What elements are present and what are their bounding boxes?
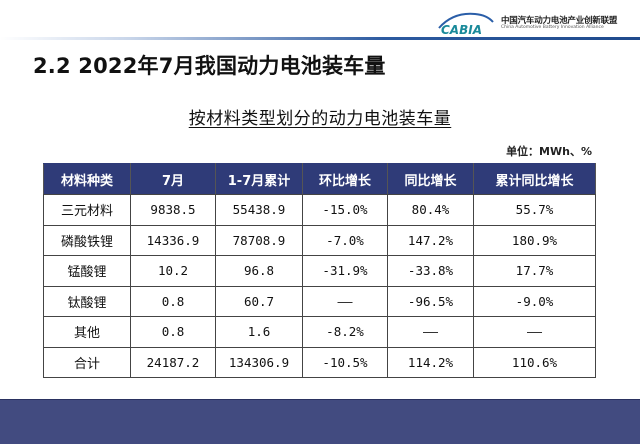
- yoy-cell: 147.2%: [387, 224, 474, 256]
- page-title: 2.2 2022年7月我国动力电池装车量: [33, 54, 386, 78]
- cumulative-cell: 60.7: [215, 285, 303, 317]
- mom-cell: -7.0%: [302, 224, 388, 256]
- yoy-cell: -96.5%: [387, 285, 474, 317]
- material-cell: 合计: [43, 346, 131, 378]
- table-row: 三元材料 9838.5 55438.9 -15.0% 80.4% 55.7%: [43, 194, 596, 226]
- table-row: 磷酸铁锂 14336.9 78708.9 -7.0% 147.2% 180.9%: [43, 224, 596, 256]
- material-cell: 磷酸铁锂: [43, 224, 131, 256]
- column-header-yoy-growth: 同比增长: [387, 163, 474, 195]
- mom-cell: -31.9%: [302, 255, 388, 287]
- column-header-july: 7月: [130, 163, 216, 195]
- table-subtitle: 按材料类型划分的动力电池装车量: [0, 104, 640, 129]
- column-header-jan-jul-cumulative: 1-7月累计: [215, 163, 303, 195]
- column-header-cumulative-yoy-growth: 累计同比增长: [473, 163, 596, 195]
- material-cell: 钛酸锂: [43, 285, 131, 317]
- july-cell: 24187.2: [130, 346, 216, 378]
- cumulative-yoy-cell: 17.7%: [473, 255, 596, 287]
- table-subtitle-text: 按材料类型划分的动力电池装车量: [188, 109, 452, 129]
- header-rule: [0, 37, 640, 40]
- july-cell: 0.8: [130, 285, 216, 317]
- material-cell: 三元材料: [43, 194, 131, 226]
- cumulative-cell: 1.6: [215, 316, 303, 348]
- mom-cell: -15.0%: [302, 194, 388, 226]
- yoy-cell: -33.8%: [387, 255, 474, 287]
- cumulative-cell: 78708.9: [215, 224, 303, 256]
- unit-label: 单位：MWh、%: [506, 145, 592, 158]
- table-row: 锰酸锂 10.2 96.8 -31.9% -33.8% 17.7%: [43, 255, 596, 287]
- cumulative-cell: 134306.9: [215, 346, 303, 378]
- cumulative-cell: 55438.9: [215, 194, 303, 226]
- cumulative-yoy-cell: -9.0%: [473, 285, 596, 317]
- cumulative-yoy-cell: 55.7%: [473, 194, 596, 226]
- svg-text:CABIA: CABIA: [441, 23, 482, 36]
- july-cell: 0.8: [130, 316, 216, 348]
- mom-cell: -8.2%: [302, 316, 388, 348]
- cumulative-yoy-cell: 110.6%: [473, 346, 596, 378]
- yoy-cell: 80.4%: [387, 194, 474, 226]
- column-header-mom-growth: 环比增长: [302, 163, 388, 195]
- july-cell: 9838.5: [130, 194, 216, 226]
- july-cell: 14336.9: [130, 224, 216, 256]
- alliance-name-cn: 中国汽车动力电池产业创新联盟: [501, 16, 618, 26]
- table-row: 其他 0.8 1.6 -8.2% —— ——: [43, 316, 596, 348]
- mom-cell: ——: [302, 285, 388, 317]
- mom-cell: -10.5%: [302, 346, 388, 378]
- cumulative-yoy-cell: ——: [473, 316, 596, 348]
- table-row-total: 合计 24187.2 134306.9 -10.5% 114.2% 110.6%: [43, 346, 596, 378]
- yoy-cell: 114.2%: [387, 346, 474, 378]
- yoy-cell: ——: [387, 316, 474, 348]
- july-cell: 10.2: [130, 255, 216, 287]
- footer-bar: [0, 399, 640, 444]
- battery-installation-table: 材料种类 7月 1-7月累计 环比增长 同比增长 累计同比增长 三元材料 983…: [43, 163, 596, 378]
- column-header-material: 材料种类: [43, 163, 131, 195]
- table-row: 钛酸锂 0.8 60.7 —— -96.5% -9.0%: [43, 285, 596, 317]
- cabia-car-logo-icon: CABIA: [438, 12, 494, 36]
- cabia-logo: CABIA 中国汽车动力电池产业创新联盟 China Automotive Ba…: [435, 8, 635, 36]
- material-cell: 其他: [43, 316, 131, 348]
- material-cell: 锰酸锂: [43, 255, 131, 287]
- alliance-name-en: China Automotive Battery Innovation Alli…: [501, 25, 604, 30]
- table-header-row: 材料种类 7月 1-7月累计 环比增长 同比增长 累计同比增长: [43, 163, 596, 195]
- cumulative-yoy-cell: 180.9%: [473, 224, 596, 256]
- cumulative-cell: 96.8: [215, 255, 303, 287]
